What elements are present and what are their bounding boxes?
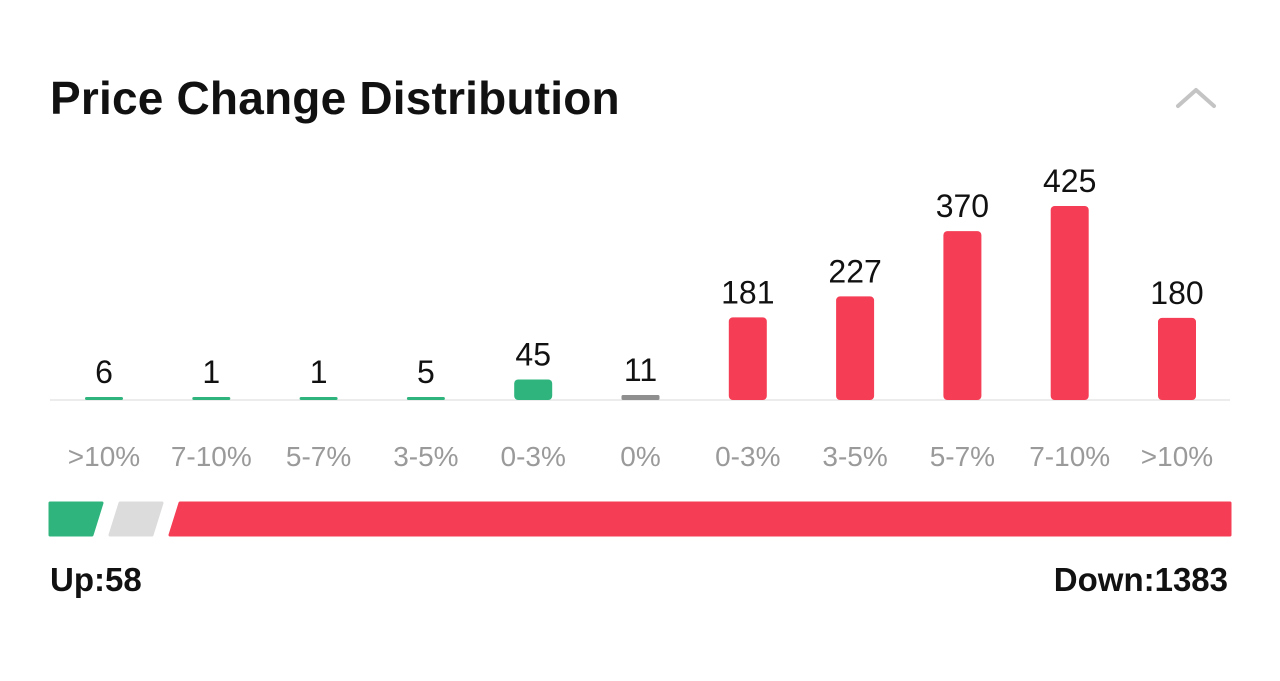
ratio-bar-flat xyxy=(108,501,164,537)
bar-value-label: 180 xyxy=(1150,275,1203,311)
category-tick-label: 7-10% xyxy=(1029,441,1110,472)
bar-value-label: 11 xyxy=(624,352,657,388)
up-count-label: Up:58 xyxy=(50,561,142,598)
bar-up-3[interactable] xyxy=(406,397,445,400)
bar-up-0[interactable] xyxy=(85,397,123,400)
bar-value-label: 370 xyxy=(936,188,989,224)
category-tick-label: 0% xyxy=(620,441,660,472)
category-tick-label: 7-10% xyxy=(171,441,252,472)
bar-value-label: 5 xyxy=(417,354,435,390)
distribution-chart: 6 >10% 1 7-10% 1 5-7% 5 3-5% 45 0-3% 11 0% 181 0-3% 22… xyxy=(48,163,1232,537)
category-tick-label: 0-3% xyxy=(715,441,780,472)
bar-up-1[interactable] xyxy=(192,397,231,400)
collapse-button[interactable] xyxy=(1168,78,1224,118)
page-title: Price Change Distribution xyxy=(50,72,620,124)
category-tick-label: 0-3% xyxy=(501,441,566,472)
bar-down-7[interactable] xyxy=(836,296,875,400)
bar-down-9[interactable] xyxy=(1050,206,1089,400)
bar-value-label: 6 xyxy=(95,354,113,390)
bar-down-6[interactable] xyxy=(728,317,767,400)
chevron-up-icon xyxy=(1176,88,1216,108)
bar-value-label: 45 xyxy=(515,336,551,372)
bar-value-label: 181 xyxy=(721,274,774,310)
bar-value-label: 227 xyxy=(828,253,881,289)
bar-down-8[interactable] xyxy=(943,231,982,400)
ratio-bar-down xyxy=(168,501,1232,537)
category-tick-label: >10% xyxy=(1141,441,1213,472)
category-tick-label: >10% xyxy=(68,441,140,472)
category-tick-label: 3-5% xyxy=(822,441,887,472)
bar-down-10[interactable] xyxy=(1158,317,1196,400)
bar-up-4[interactable] xyxy=(514,379,553,400)
bar-value-label: 1 xyxy=(310,354,328,390)
category-tick-label: 5-7% xyxy=(930,441,995,472)
category-tick-label: 3-5% xyxy=(393,441,458,472)
down-count-label: Down:1383 xyxy=(1053,561,1228,598)
bar-flat-5[interactable] xyxy=(621,394,660,400)
ratio-bar-up xyxy=(48,501,104,537)
bar-up-2[interactable] xyxy=(299,397,338,400)
category-tick-label: 5-7% xyxy=(286,441,351,472)
bar-value-label: 425 xyxy=(1043,163,1096,199)
bar-value-label: 1 xyxy=(202,354,220,390)
